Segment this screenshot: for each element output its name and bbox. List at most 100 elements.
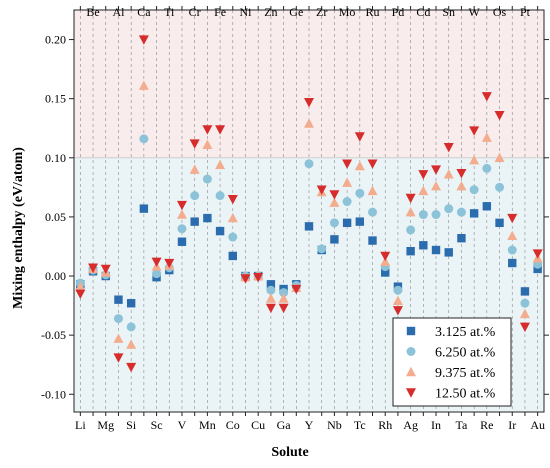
point-v-s4: [176, 200, 187, 211]
point-fe-s3: [215, 159, 226, 170]
point-pt-s4: [519, 322, 530, 333]
point-os-s4: [494, 111, 505, 121]
point-li-s4: [75, 289, 86, 299]
point-ta-s2: [456, 207, 466, 217]
legend-marker-3: [406, 366, 416, 377]
x-tick-label-ag: Ag: [403, 418, 418, 432]
point-co-s2: [228, 232, 238, 242]
point-ir-s2: [507, 245, 517, 255]
legend-marker-1: [406, 326, 416, 336]
x-tick-label-li: Li: [75, 418, 86, 432]
x-tick-label-top-ge: Ge: [289, 5, 303, 19]
y-tick-label: 0.10: [45, 151, 66, 165]
point-cr-s3: [189, 164, 200, 174]
x-tick-label-nb: Nb: [327, 418, 342, 432]
point-ru-s4: [367, 159, 378, 169]
point-sc-s4: [151, 257, 162, 268]
point-cr-s4: [189, 139, 200, 149]
point-al-s4: [113, 353, 124, 363]
x-axis-label: Solute: [271, 445, 308, 460]
point-pt-s2: [520, 298, 530, 308]
legend-label-1: 3.125 at.%: [435, 325, 496, 340]
point-si-s1: [126, 299, 136, 308]
point-cd-s1: [419, 241, 428, 250]
x-tick-label-top-os: Os: [493, 5, 507, 19]
x-tick-label-top-ca: Ca: [137, 5, 151, 19]
point-sc-s2: [152, 269, 162, 279]
x-tick-label-tc: Tc: [354, 418, 366, 432]
point-pt-s1: [520, 287, 530, 296]
point-v-s2: [177, 224, 187, 234]
x-tick-label-top-al: Al: [112, 5, 125, 19]
point-al-s2: [113, 314, 123, 324]
y-axis-label: Mixing enthalpy (eV/atom): [11, 147, 26, 309]
point-zn-s4: [265, 303, 276, 314]
point-os-s3: [494, 152, 505, 162]
point-si-s2: [126, 322, 136, 332]
point-pd-s3: [392, 295, 403, 306]
point-y-s2: [304, 159, 314, 169]
point-ag-s3: [405, 206, 416, 217]
point-nb-s4: [329, 190, 340, 200]
point-tc-s2: [355, 188, 365, 198]
x-tick-label-top-w: W: [468, 5, 480, 19]
point-pt-s3: [519, 308, 530, 319]
point-ga-s2: [279, 288, 289, 298]
point-y-s3: [304, 118, 314, 128]
point-zn-s1: [266, 280, 276, 289]
y-tick-label: -0.10: [41, 387, 66, 401]
point-ni-s4: [240, 274, 251, 284]
point-re-s2: [482, 163, 492, 173]
point-w-s1: [469, 209, 479, 218]
y-tick-label: 0.05: [45, 210, 66, 224]
x-tick-label-co: Co: [226, 418, 240, 432]
x-tick-label-top-cr: Cr: [189, 5, 201, 19]
x-tick-label-si: Si: [126, 418, 137, 432]
point-ir-s3: [507, 230, 518, 241]
point-fe-s1: [215, 226, 225, 236]
legend-label-2: 6.250 at.%: [435, 346, 496, 361]
point-mn-s4: [202, 125, 213, 135]
point-ag-s2: [406, 225, 416, 235]
point-ca-s2: [139, 134, 149, 144]
point-tc-s4: [354, 132, 365, 142]
point-ag-s4: [405, 193, 416, 204]
point-re-s4: [481, 92, 492, 102]
point-ga-s3: [278, 293, 289, 303]
x-tick-label-top-cd: Cd: [416, 5, 430, 19]
legend-marker-2: [406, 347, 416, 356]
point-ca-s1: [139, 204, 149, 213]
point-ca-s3: [138, 80, 149, 90]
point-al-s1: [114, 295, 123, 304]
point-zn-s2: [266, 285, 276, 295]
point-sn-s2: [444, 204, 454, 214]
point-zn-s3: [265, 293, 276, 303]
point-be-s4: [88, 263, 99, 273]
x-tick-label-top-ti: Ti: [164, 5, 175, 19]
point-cd-s3: [418, 185, 429, 196]
x-tick-label-top-mo: Mo: [339, 5, 356, 19]
point-ru-s3: [367, 185, 378, 196]
point-mo-s1: [342, 218, 352, 228]
x-tick-label-top-be: Be: [86, 5, 99, 19]
point-pd-s4: [392, 306, 403, 316]
x-tick-label-mg: Mg: [97, 418, 114, 432]
point-y-s4: [304, 98, 314, 108]
point-cd-s4: [418, 170, 429, 180]
point-cd-s2: [418, 210, 428, 220]
point-ca-s4: [138, 35, 149, 45]
point-si-s4: [126, 362, 137, 373]
point-nb-s1: [330, 235, 339, 244]
legend-label-3: 9.375 at.%: [435, 366, 496, 381]
point-ru-s1: [368, 236, 377, 245]
point-in-s1: [431, 245, 441, 255]
point-ir-s1: [508, 258, 517, 268]
x-tick-label-ir: Ir: [508, 418, 516, 432]
x-tick-label-top-pt: Pt: [520, 5, 531, 19]
x-tick-label-re: Re: [480, 418, 493, 432]
x-tick-label-sc: Sc: [151, 418, 163, 432]
point-ag-s1: [406, 247, 415, 256]
x-tick-label-top-zn: Zn: [264, 5, 277, 19]
point-mo-s4: [342, 159, 353, 169]
x-tick-label-top-ni: Ni: [239, 5, 252, 19]
